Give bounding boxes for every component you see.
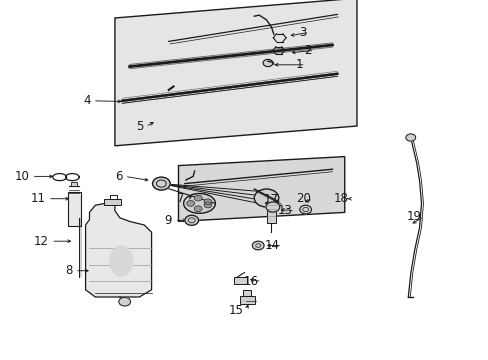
Polygon shape xyxy=(178,157,344,221)
Text: 2: 2 xyxy=(304,44,311,57)
Text: 16: 16 xyxy=(244,275,259,288)
Text: 20: 20 xyxy=(295,192,310,205)
Circle shape xyxy=(263,59,272,67)
Text: 17: 17 xyxy=(263,193,278,206)
Circle shape xyxy=(299,205,311,214)
Bar xyxy=(103,199,121,205)
Text: 5: 5 xyxy=(136,120,143,133)
Text: 12: 12 xyxy=(34,235,49,248)
Bar xyxy=(233,277,247,284)
Text: 8: 8 xyxy=(65,264,72,277)
Text: 19: 19 xyxy=(406,210,421,223)
Circle shape xyxy=(194,206,202,212)
Polygon shape xyxy=(85,203,151,297)
Text: 9: 9 xyxy=(164,214,172,227)
Circle shape xyxy=(252,241,264,250)
Text: 15: 15 xyxy=(228,304,243,317)
Text: 6: 6 xyxy=(115,170,122,183)
Text: 10: 10 xyxy=(15,170,29,183)
Circle shape xyxy=(405,134,415,141)
Circle shape xyxy=(186,201,194,206)
Text: 13: 13 xyxy=(277,204,292,217)
Bar xyxy=(71,182,77,186)
Circle shape xyxy=(194,195,202,201)
Ellipse shape xyxy=(109,246,133,276)
Circle shape xyxy=(203,199,211,205)
Ellipse shape xyxy=(183,194,215,213)
Text: 14: 14 xyxy=(264,239,279,252)
Bar xyxy=(266,203,276,223)
Circle shape xyxy=(119,297,130,306)
Circle shape xyxy=(203,202,211,208)
Polygon shape xyxy=(115,0,356,146)
Text: 18: 18 xyxy=(333,192,347,205)
Text: 11: 11 xyxy=(30,192,45,205)
Bar xyxy=(68,192,81,226)
Circle shape xyxy=(184,215,198,225)
Text: 7: 7 xyxy=(177,192,184,205)
Text: 3: 3 xyxy=(299,26,306,39)
Bar xyxy=(239,296,255,304)
Circle shape xyxy=(254,189,278,207)
Text: 1: 1 xyxy=(295,58,303,71)
Bar xyxy=(242,290,251,296)
Text: 4: 4 xyxy=(83,94,90,107)
Circle shape xyxy=(265,202,279,212)
Circle shape xyxy=(152,177,170,190)
